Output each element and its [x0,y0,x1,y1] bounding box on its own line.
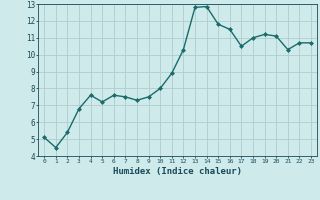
X-axis label: Humidex (Indice chaleur): Humidex (Indice chaleur) [113,167,242,176]
